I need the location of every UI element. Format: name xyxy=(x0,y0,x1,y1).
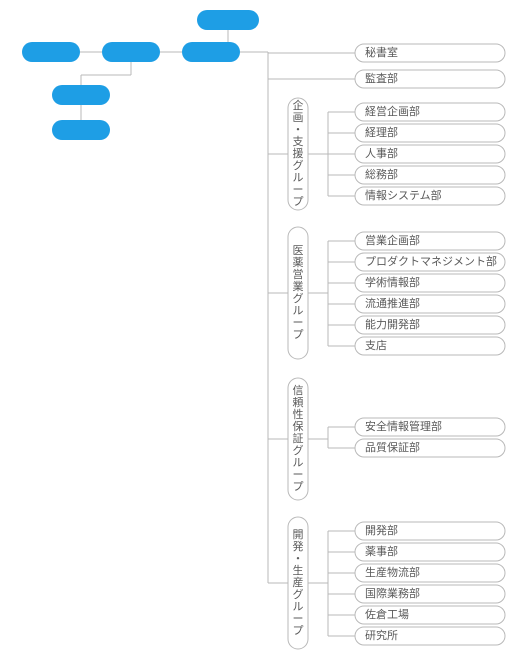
gakujutsu-label: 学術情報部 xyxy=(365,275,420,289)
sakura-label: 佐倉工場 xyxy=(365,607,409,621)
kaihatsubu-label: 開発部 xyxy=(365,523,398,537)
svg-text:薬: 薬 xyxy=(293,256,304,269)
seisan-butsuryu-label: 生産物流部 xyxy=(365,565,420,579)
keiri-label: 経理部 xyxy=(365,125,398,139)
svg-text:・: ・ xyxy=(293,124,304,136)
svg-text:ー: ー xyxy=(293,184,304,196)
svg-text:営: 営 xyxy=(293,267,304,281)
svg-text:信: 信 xyxy=(293,384,304,397)
svg-text:グ: グ xyxy=(293,158,304,172)
svg-text:支: 支 xyxy=(293,135,304,148)
svg-text:産: 産 xyxy=(293,576,304,589)
svg-text:グ: グ xyxy=(293,587,304,601)
soumu-label: 総務部 xyxy=(365,167,398,181)
kokusai-label: 国際業務部 xyxy=(365,586,420,600)
anzen-label: 安全情報管理部 xyxy=(365,419,442,433)
eigyo-kikaku-label: 営業企画部 xyxy=(365,233,420,247)
kenkyujo-label: 研究所 xyxy=(365,628,398,642)
yakuji-label: 薬事部 xyxy=(365,544,398,558)
svg-text:頼: 頼 xyxy=(293,396,304,409)
svg-text:援: 援 xyxy=(293,146,304,160)
svg-text:・: ・ xyxy=(293,553,304,565)
svg-text:ル: ル xyxy=(293,601,304,613)
svg-text:プ: プ xyxy=(293,195,304,208)
svg-text:生: 生 xyxy=(293,563,304,577)
svg-text:ル: ル xyxy=(293,457,304,469)
svg-text:プ: プ xyxy=(293,328,304,341)
hisyoshitsu-label: 秘書室 xyxy=(365,45,398,59)
noryoku-label: 能力開発部 xyxy=(365,317,420,331)
svg-text:性: 性 xyxy=(293,407,304,421)
svg-text:ル: ル xyxy=(293,172,304,184)
hinshitsu-label: 品質保証部 xyxy=(365,440,420,454)
svg-text:開: 開 xyxy=(293,528,304,541)
keiei-kikaku-label: 経営企画部 xyxy=(365,104,420,118)
kansabu-label: 監査部 xyxy=(365,71,398,85)
svg-text:グ: グ xyxy=(293,443,304,457)
svg-text:ー: ー xyxy=(293,469,304,481)
svg-text:業: 業 xyxy=(293,280,304,293)
ryutsu-label: 流通推進部 xyxy=(365,296,420,310)
org-chart: 経営会議株主総会取締役会社 長監査役監査役会秘書室監査部企画・支援グループ経営企… xyxy=(0,0,515,656)
svg-text:医: 医 xyxy=(293,245,304,257)
svg-text:保: 保 xyxy=(293,419,304,433)
svg-text:グ: グ xyxy=(293,291,304,305)
svg-text:ー: ー xyxy=(293,613,304,625)
shiten-label: 支店 xyxy=(365,338,387,352)
svg-text:プ: プ xyxy=(293,624,304,637)
joho-sys-label: 情報システム部 xyxy=(365,188,442,202)
svg-text:ル: ル xyxy=(293,305,304,317)
svg-text:企: 企 xyxy=(293,98,304,112)
product-mgmt-label: プロダクトマネジメント部 xyxy=(365,254,497,268)
svg-text:発: 発 xyxy=(293,539,304,553)
jinji-label: 人事部 xyxy=(365,146,398,160)
svg-text:ー: ー xyxy=(293,317,304,329)
svg-text:プ: プ xyxy=(293,480,304,493)
svg-text:証: 証 xyxy=(293,432,304,445)
svg-text:画: 画 xyxy=(293,112,304,124)
